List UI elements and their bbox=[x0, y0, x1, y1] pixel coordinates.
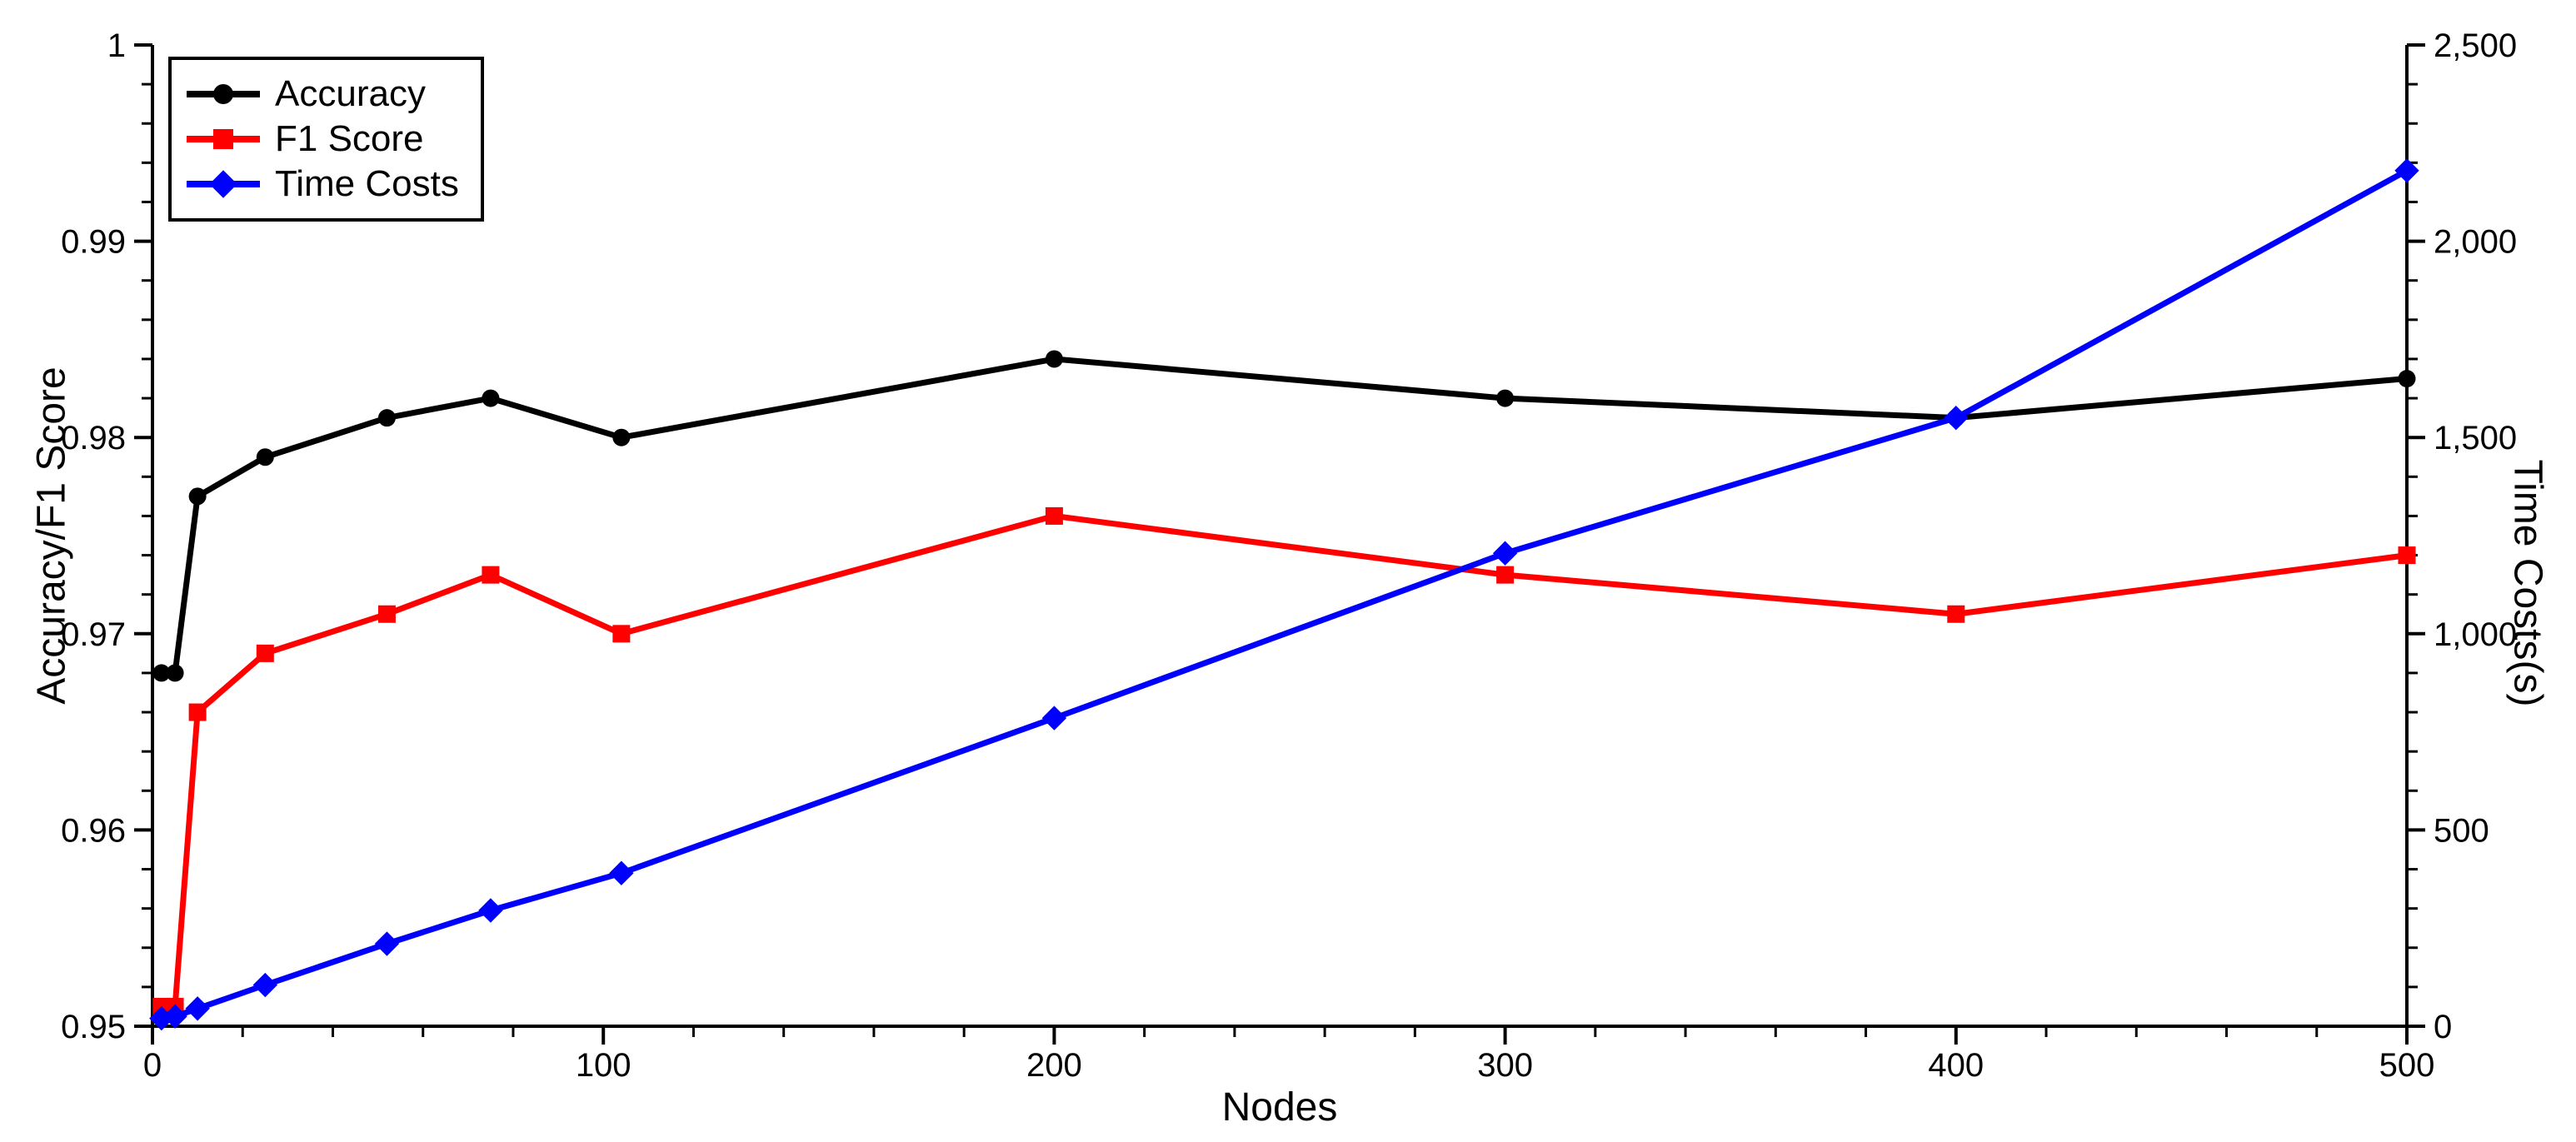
data-point bbox=[612, 625, 631, 643]
f1-score-line-marker-icon bbox=[185, 124, 262, 154]
data-point bbox=[609, 860, 634, 885]
series-f1-score bbox=[152, 506, 2416, 1015]
x-axis-title: Nodes bbox=[1221, 1085, 1338, 1130]
x-tick-label: 500 bbox=[2379, 1047, 2435, 1084]
data-point bbox=[1496, 389, 1515, 407]
left-tick-label: 0.95 bbox=[61, 1009, 126, 1045]
left-axis-title: Accuracy/F1 Score bbox=[29, 367, 74, 705]
data-point bbox=[377, 605, 396, 623]
data-point bbox=[612, 428, 631, 446]
series-line bbox=[161, 167, 2409, 1022]
series-time-costs bbox=[149, 158, 2419, 1031]
legend-label-accuracy: Accuracy bbox=[275, 73, 426, 114]
x-tick-label: 0 bbox=[143, 1047, 162, 1084]
x-tick-label: 300 bbox=[1477, 1047, 1533, 1084]
left-tick-label: 0.98 bbox=[61, 420, 126, 456]
series-line bbox=[161, 356, 2408, 676]
legend-label-f1-score: F1 Score bbox=[275, 118, 424, 159]
right-tick-label: 2,000 bbox=[2434, 224, 2517, 261]
data-point bbox=[1944, 405, 1969, 431]
legend: Accuracy F1 Score Time Costs bbox=[168, 57, 484, 222]
right-axis-title: Time Costs(s) bbox=[2505, 459, 2550, 707]
right-tick-label: 2,500 bbox=[2434, 27, 2517, 64]
accuracy-line-marker-icon bbox=[185, 79, 262, 109]
data-point bbox=[1045, 350, 1063, 368]
data-point bbox=[1041, 706, 1067, 731]
legend-item-f1-score: F1 Score bbox=[185, 118, 459, 160]
data-point bbox=[377, 409, 396, 427]
right-tick-label: 500 bbox=[2434, 812, 2489, 849]
data-point bbox=[1496, 566, 1515, 584]
left-tick-label: 0.96 bbox=[61, 812, 126, 849]
data-point bbox=[152, 664, 171, 682]
data-point bbox=[256, 448, 274, 466]
data-point bbox=[374, 931, 400, 956]
time-costs-line-marker-icon bbox=[185, 169, 262, 199]
right-tick-label: 1,500 bbox=[2434, 420, 2517, 456]
left-tick-label: 1 bbox=[107, 27, 126, 64]
data-point bbox=[482, 389, 500, 407]
data-point bbox=[252, 972, 277, 998]
data-point bbox=[478, 898, 503, 923]
x-tick-label: 400 bbox=[1928, 1047, 1984, 1084]
right-tick-label: 1,000 bbox=[2434, 616, 2517, 653]
series-line bbox=[161, 512, 2408, 1010]
x-tick-label: 200 bbox=[1026, 1047, 1082, 1084]
data-point bbox=[2394, 158, 2419, 183]
data-point bbox=[149, 1005, 174, 1031]
data-point bbox=[166, 664, 184, 682]
data-point bbox=[482, 566, 500, 584]
legend-item-accuracy: Accuracy bbox=[185, 73, 459, 115]
data-point bbox=[256, 644, 274, 662]
left-tick-label: 0.99 bbox=[61, 224, 126, 261]
data-point bbox=[162, 1004, 187, 1029]
legend-label-time-costs: Time Costs bbox=[275, 163, 459, 204]
left-tick-label: 0.97 bbox=[61, 616, 126, 653]
x-tick-label: 100 bbox=[576, 1047, 632, 1084]
legend-item-time-costs: Time Costs bbox=[185, 163, 459, 205]
data-point bbox=[188, 703, 207, 721]
data-point bbox=[1045, 506, 1063, 525]
right-tick-label: 0 bbox=[2434, 1009, 2452, 1045]
data-point bbox=[1492, 541, 1518, 566]
data-point bbox=[1947, 605, 1965, 623]
data-point bbox=[2398, 546, 2416, 565]
data-point bbox=[185, 996, 210, 1021]
data-point bbox=[188, 487, 207, 506]
data-point bbox=[2398, 370, 2416, 388]
